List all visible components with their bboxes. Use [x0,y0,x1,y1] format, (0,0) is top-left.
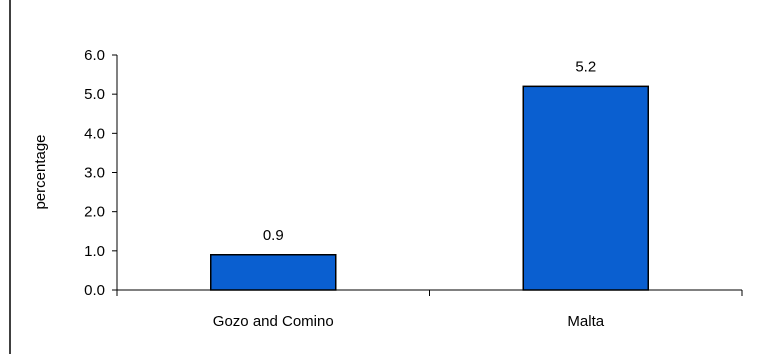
y-tick-label: 1.0 [84,243,105,260]
y-axis-title: percentage [32,134,49,209]
plot-area: 0.0 1.0 2.0 3.0 4.0 5.0 6.0 0.9 Gozo and Comino 5… [84,47,743,330]
y-tick-label: 0.0 [84,282,105,299]
y-tick-label: 4.0 [84,125,105,142]
y-tick-label: 3.0 [84,165,105,182]
data-label: 0.9 [263,227,284,244]
x-category-label: Gozo and Comino [213,313,334,330]
data-label: 5.2 [575,58,596,75]
y-tick-label: 2.0 [84,204,105,221]
y-tick-label: 5.0 [84,86,105,103]
y-tick-label: 6.0 [84,47,105,64]
bar [522,85,649,291]
bar [210,254,337,291]
x-category-label: Malta [567,313,604,330]
